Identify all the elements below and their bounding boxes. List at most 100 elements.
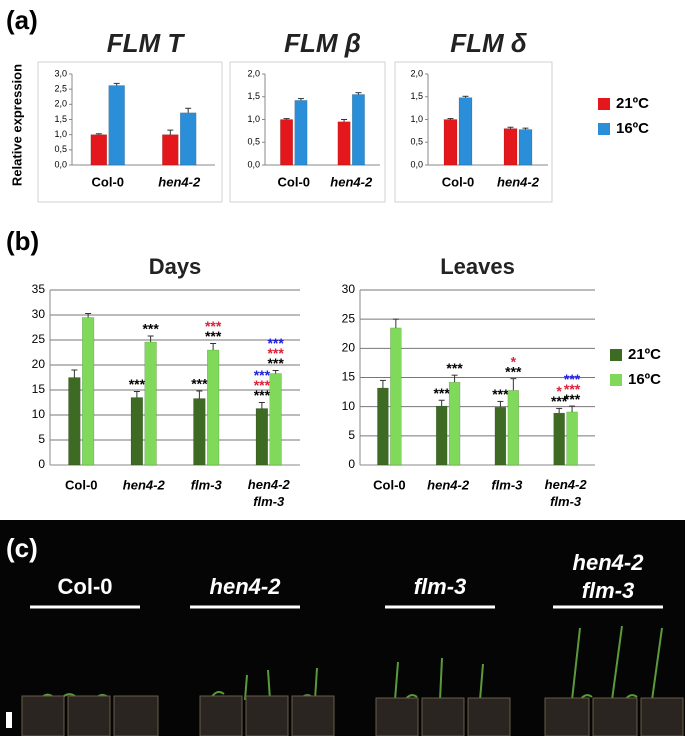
y-tick-label: 2,0 <box>54 99 67 109</box>
y-tick-label: 1,5 <box>247 91 260 101</box>
bar <box>193 398 206 466</box>
x-tick-label: hen4-2 <box>497 174 540 189</box>
significance-stars: *** <box>254 377 271 393</box>
bar <box>458 97 473 166</box>
legend-label: 21ºC <box>616 95 649 112</box>
significance-stars: *** <box>564 371 581 387</box>
legend-label: 16ºC <box>616 120 649 137</box>
error-bar <box>185 107 192 113</box>
bar <box>294 100 308 166</box>
bar <box>377 387 389 466</box>
bar <box>207 349 220 466</box>
significance-stars: *** <box>142 321 159 337</box>
panel-label: (b) <box>6 226 39 256</box>
chart-title: Days <box>149 254 202 279</box>
significance-stars: *** <box>254 387 271 403</box>
error-bar <box>507 126 514 129</box>
significance-stars: * <box>556 383 562 399</box>
y-tick-label: 20 <box>342 341 356 355</box>
y-tick-label: 0,0 <box>410 159 423 169</box>
photo-label: hen4-2 flm-3 <box>573 550 645 603</box>
error-bar <box>497 400 504 408</box>
bar <box>108 85 125 166</box>
significance-stars: *** <box>129 376 146 392</box>
x-tick-label: Col-0 <box>65 477 98 492</box>
chart-frame <box>229 61 386 203</box>
error-bar <box>133 391 140 398</box>
bar <box>443 119 458 166</box>
photo-label: hen4-2 <box>210 574 282 599</box>
bar <box>280 119 293 166</box>
x-tick-label: hen4-2 flm-3 <box>248 477 291 509</box>
error-bar <box>113 82 120 86</box>
bar <box>553 412 565 466</box>
error-bar <box>522 127 529 130</box>
error-bar <box>85 313 92 318</box>
error-bar <box>196 390 203 399</box>
plants <box>39 625 663 703</box>
error-bar <box>167 129 174 135</box>
x-tick-label: Col-0 <box>442 174 475 189</box>
error-bar <box>341 119 348 122</box>
bar <box>130 397 143 466</box>
significance-stars: *** <box>505 363 522 379</box>
y-axis-label: Relative expression <box>9 64 24 186</box>
chart-frame <box>394 61 553 203</box>
bar <box>518 129 533 166</box>
significance-stars: *** <box>267 355 284 371</box>
chart-title: Leaves <box>440 254 515 279</box>
error-bar <box>95 133 102 135</box>
pots <box>21 695 684 736</box>
y-tick-label: 0,5 <box>54 144 67 154</box>
significance-stars: *** <box>205 328 222 344</box>
y-tick-label: 5 <box>38 432 45 446</box>
bar <box>180 112 197 166</box>
y-tick-label: 2,5 <box>54 84 67 94</box>
y-tick-label: 20 <box>32 357 46 371</box>
error-bar <box>297 98 304 101</box>
y-tick-label: 0,5 <box>410 137 423 147</box>
legend-swatch <box>598 98 610 110</box>
significance-stars: *** <box>551 393 568 409</box>
error-bar <box>451 374 458 383</box>
bar <box>68 377 81 466</box>
y-tick-label: 25 <box>342 311 356 325</box>
error-bar <box>272 370 279 374</box>
bar <box>255 408 268 466</box>
error-bar <box>462 95 469 98</box>
y-tick-label: 30 <box>342 282 356 296</box>
y-tick-label: 0 <box>38 457 45 471</box>
bar <box>269 373 282 466</box>
error-bar <box>283 118 290 120</box>
x-tick-label: hen4-2 <box>330 174 373 189</box>
x-tick-label: Col-0 <box>278 174 311 189</box>
y-tick-label: 10 <box>342 399 356 413</box>
scale-bar <box>6 712 12 728</box>
y-tick-label: 0,5 <box>247 137 260 147</box>
error-bar <box>355 92 362 95</box>
bar <box>82 317 95 466</box>
y-tick-label: 5 <box>348 428 355 442</box>
y-tick-label: 15 <box>342 370 356 384</box>
y-tick-label: 3,0 <box>54 68 67 78</box>
bar <box>337 121 351 166</box>
y-tick-label: 15 <box>32 382 46 396</box>
significance-stars: *** <box>205 318 222 334</box>
significance-stars: *** <box>267 345 284 361</box>
bar <box>352 94 365 166</box>
y-tick-label: 2,0 <box>410 68 423 78</box>
error-bar <box>392 318 399 328</box>
x-tick-label: hen4-2 <box>123 477 166 492</box>
y-tick-label: 1,0 <box>247 114 260 124</box>
error-bar <box>438 399 445 407</box>
chart-title: FLM β <box>284 28 361 58</box>
y-tick-label: 1,0 <box>410 114 423 124</box>
photo-label: Col-0 <box>58 574 113 599</box>
y-tick-label: 25 <box>32 332 46 346</box>
legend-label: 21ºC <box>628 346 661 363</box>
y-tick-label: 30 <box>32 307 46 321</box>
y-tick-label: 1,5 <box>410 91 423 101</box>
panel-label: (c) <box>6 533 38 563</box>
significance-stars: *** <box>564 391 581 407</box>
x-tick-label: hen4-2 <box>427 477 470 492</box>
